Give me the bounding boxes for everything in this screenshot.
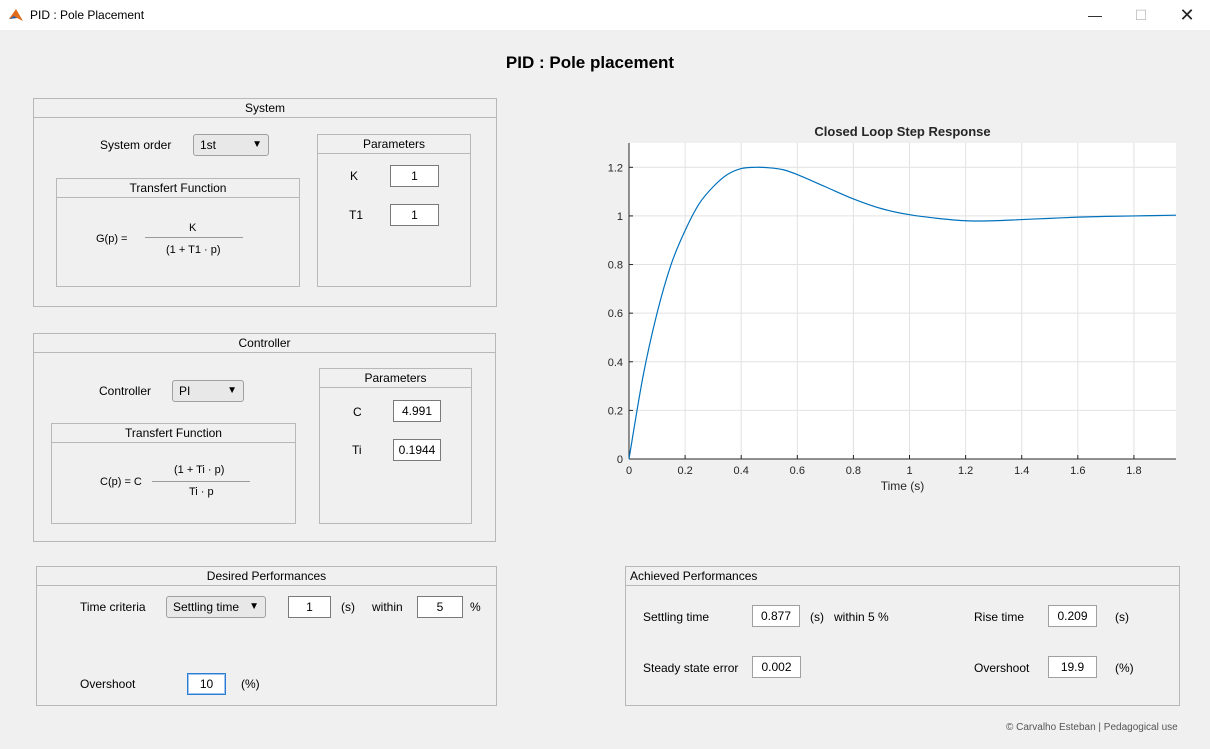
within-label: within [372,600,403,614]
system-order-label: System order [100,138,172,152]
x-tick-label: 1.2 [958,465,973,477]
c-label: C [353,405,362,419]
maximize-button[interactable]: ☐ [1134,7,1148,23]
controller-panel: Controller Controller PI ▼ Transfert Fun… [33,333,496,542]
x-tick-label: 0.6 [790,465,805,477]
controller-tf-panel: Transfert Function C(p) = C (1 + Ti · p)… [51,423,296,524]
within-unit-label: % [470,600,481,614]
controller-type-dropdown[interactable]: PI ▼ [172,380,244,402]
time-criteria-label: Time criteria [80,600,146,614]
ti-label: Ti [352,443,362,457]
desired-performances-title: Desired Performances [37,567,496,586]
time-criteria-value: Settling time [173,600,240,614]
y-tick-label: 0.4 [608,357,623,369]
controller-tf-title: Transfert Function [52,424,295,443]
controller-type-label: Controller [99,384,152,398]
system-params-title: Parameters [318,135,470,154]
system-panel: System System order 1st ▼ Transfert Func… [33,98,497,307]
y-tick-label: 0.2 [608,405,623,417]
y-tick-label: 0 [617,454,623,466]
ti-input[interactable]: 0.1944 [393,439,441,461]
within-value-input[interactable]: 5 [417,596,463,618]
controller-params-panel: Parameters C 4.991 Ti 0.1944 [319,368,472,524]
overshoot-input[interactable]: 10 [187,673,226,695]
matlab-app-icon [9,9,23,21]
step-response-line [628,166,1177,460]
system-tf-numerator: K [189,222,197,234]
plot-area [629,143,1176,459]
t1-label: T1 [349,208,364,222]
chevron-down-icon: ▼ [252,139,262,150]
system-tf-title: Transfert Function [57,179,299,198]
system-tf-denominator: (1 + T1 · p) [166,244,221,256]
controller-tf-numerator: (1 + Ti · p) [174,464,225,476]
k-label: K [350,169,359,183]
chevron-down-icon: ▼ [249,601,259,612]
t1-input[interactable]: 1 [390,204,439,226]
system-panel-title: System [34,99,496,118]
achieved-performances-panel: Achieved Performances Settling time 0.87… [625,566,1180,706]
steady-state-error-value: 0.002 [752,656,801,678]
y-tick-label: 0.8 [608,260,623,272]
overshoot-unit-label: (%) [241,677,260,691]
overshoot-label: Overshoot [80,677,136,691]
system-order-value: 1st [200,138,217,152]
x-axis-label: Time (s) [881,479,925,493]
controller-params-title: Parameters [320,369,471,388]
c-input[interactable]: 4.991 [393,400,441,422]
x-tick-label: 0.2 [677,465,692,477]
controller-panel-title: Controller [34,334,495,353]
x-tick-label: 1.4 [1014,465,1029,477]
system-tf-panel: Transfert Function G(p) = K (1 + T1 · p) [56,178,300,287]
achieved-overshoot-unit: (%) [1115,661,1134,675]
y-tick-label: 1 [617,211,623,223]
controller-tf-denominator: Ti · p [189,486,214,498]
app-title: PID : Pole placement [505,53,675,72]
system-tf-lhs: G(p) = [96,233,128,245]
k-input[interactable]: 1 [390,165,439,187]
title-bar: PID : Pole Placement — ☐ ✕ [0,0,1210,30]
settling-within-label: within 5 % [834,610,889,624]
achieved-overshoot-label: Overshoot [974,661,1030,675]
rise-time-unit: (s) [1115,610,1129,624]
controller-type-value: PI [179,384,191,398]
controller-tf-lhs: C(p) = C [100,476,142,488]
y-tick-label: 1.2 [608,162,623,174]
x-tick-label: 1 [906,465,912,477]
copyright-footer: © Carvalho Esteban | Pedagogical use [1006,722,1178,733]
x-tick-label: 0.8 [846,465,861,477]
desired-performances-panel: Desired Performances Time criteria Settl… [36,566,497,706]
settling-time-unit: (s) [810,610,824,624]
close-button[interactable]: ✕ [1179,5,1195,25]
steady-state-error-label: Steady state error [643,661,739,675]
settling-time-label: Settling time [643,610,710,624]
controller-tf-fraction-bar [152,481,250,482]
chart-title: Closed Loop Step Response [814,124,990,139]
window-title: PID : Pole Placement [30,8,145,22]
time-criteria-dropdown[interactable]: Settling time ▼ [166,596,266,618]
system-tf-fraction-bar [145,237,243,238]
x-tick-label: 1.8 [1126,465,1141,477]
chevron-down-icon: ▼ [227,385,237,396]
x-tick-label: 0.4 [734,465,749,477]
x-tick-label: 0 [626,465,632,477]
x-tick-label: 1.6 [1070,465,1085,477]
achieved-overshoot-value: 19.9 [1048,656,1097,678]
time-unit-label: (s) [341,600,355,614]
system-params-panel: Parameters K 1 T1 1 [317,134,471,287]
achieved-performances-title: Achieved Performances [626,567,1179,586]
system-order-dropdown[interactable]: 1st ▼ [193,134,269,156]
time-value-input[interactable]: 1 [288,596,331,618]
minimize-button[interactable]: — [1088,7,1102,23]
y-tick-label: 0.6 [608,308,623,320]
rise-time-value: 0.209 [1048,605,1097,627]
step-response-chart[interactable]: 0 0.2 0.4 0.6 0.8 1 1.2 1.4 1.6 1.8 0 0.2 0.4 0.6 0.8 1… [580,115,1190,505]
settling-time-value: 0.877 [752,605,800,627]
rise-time-label: Rise time [974,610,1025,624]
